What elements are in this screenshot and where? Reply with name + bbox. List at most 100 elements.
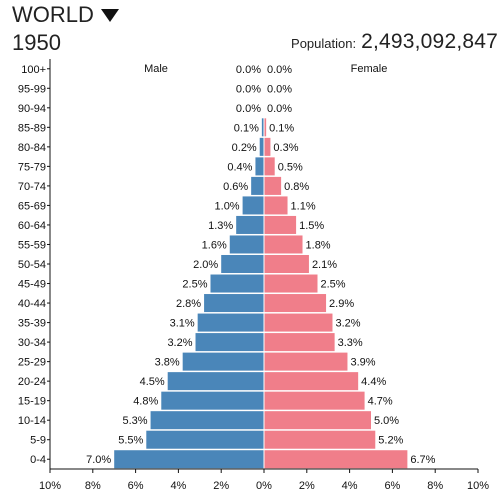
male-bar-0-4 <box>114 450 264 469</box>
male-value-label: 0.4% <box>227 161 252 173</box>
x-tick-label: 6% <box>384 480 400 492</box>
female-bar-50-54 <box>264 254 309 274</box>
x-tick-label: 8% <box>85 480 101 492</box>
male-value-label: 0.6% <box>223 181 248 193</box>
age-tick-label: 25-29 <box>18 357 46 369</box>
x-tick-label: 2% <box>299 480 315 492</box>
male-bar-5-9 <box>146 430 264 449</box>
male-value-label: 2.8% <box>176 298 201 310</box>
age-tick-label: 60-64 <box>18 220 46 232</box>
female-bar-70-74 <box>264 176 282 195</box>
male-bar-75-79 <box>255 157 264 176</box>
female-value-label: 3.2% <box>335 318 360 330</box>
male-value-label: 3.8% <box>155 357 180 369</box>
age-tick-label: 40-44 <box>18 298 46 310</box>
female-bar-15-19 <box>264 391 365 410</box>
female-bar-85-89 <box>264 118 267 137</box>
female-bar-65-69 <box>264 196 288 215</box>
male-value-label: 1.3% <box>208 220 233 232</box>
population-label: Population: <box>291 36 357 51</box>
female-value-label: 3.3% <box>338 337 363 349</box>
x-tick-label: 4% <box>342 480 358 492</box>
male-value-label: 5.5% <box>118 435 143 447</box>
x-tick-label: 10% <box>39 480 61 492</box>
female-value-label: 1.5% <box>299 220 324 232</box>
female-value-label: 3.9% <box>350 357 375 369</box>
x-tick-label: 8% <box>427 480 443 492</box>
male-value-label: 0.0% <box>236 83 261 95</box>
age-tick-label: 95-99 <box>18 83 46 95</box>
male-value-label: 0.2% <box>232 142 257 154</box>
region-selector[interactable]: WORLD <box>12 2 119 28</box>
age-tick-label: 5-9 <box>30 435 46 447</box>
female-bar-60-64 <box>264 215 297 234</box>
male-value-label: 2.0% <box>193 259 218 271</box>
male-bar-20-24 <box>167 372 264 391</box>
age-tick-label: 90-94 <box>18 103 46 115</box>
population-readout: Population: 2,493,092,847 <box>291 30 498 54</box>
female-value-label: 0.8% <box>284 181 309 193</box>
female-bar-80-84 <box>264 137 271 156</box>
male-bar-15-19 <box>161 391 264 410</box>
female-value-label: 4.7% <box>368 396 393 408</box>
female-bar-55-59 <box>264 235 303 254</box>
male-bar-40-44 <box>204 294 264 313</box>
female-series-label: Female <box>351 63 388 75</box>
age-tick-label: 15-19 <box>18 396 46 408</box>
male-bar-80-84 <box>259 137 264 156</box>
female-value-label: 0.0% <box>267 103 292 115</box>
age-tick-label: 0-4 <box>30 454 46 466</box>
male-bar-55-59 <box>229 235 264 254</box>
female-bar-40-44 <box>264 294 327 313</box>
female-bar-0-4 <box>264 450 408 469</box>
female-bar-5-9 <box>264 430 376 449</box>
triangle-down-icon[interactable] <box>100 8 119 22</box>
male-value-label: 1.6% <box>202 239 227 251</box>
male-value-label: 0.0% <box>236 64 261 76</box>
male-value-label: 1.0% <box>215 200 240 212</box>
female-bar-20-24 <box>264 372 359 391</box>
female-value-label: 5.2% <box>378 435 403 447</box>
female-value-label: 0.0% <box>267 64 292 76</box>
male-bar-30-34 <box>195 333 264 352</box>
age-tick-label: 50-54 <box>18 259 46 271</box>
age-tick-label: 100+ <box>21 64 46 76</box>
female-bar-75-79 <box>264 157 275 176</box>
female-value-label: 0.5% <box>278 161 303 173</box>
female-value-label: 2.1% <box>312 259 337 271</box>
male-series-label: Male <box>144 63 168 75</box>
x-tick-label: 0% <box>256 480 272 492</box>
region-title: WORLD <box>12 2 94 27</box>
female-value-label: 1.8% <box>306 239 331 251</box>
female-value-label: 0.0% <box>267 83 292 95</box>
age-tick-label: 45-49 <box>18 279 46 291</box>
female-bar-30-34 <box>264 333 335 352</box>
male-value-label: 2.5% <box>182 279 207 291</box>
male-value-label: 0.1% <box>234 122 259 134</box>
male-bar-70-74 <box>251 176 264 195</box>
age-tick-label: 70-74 <box>18 181 46 193</box>
age-tick-label: 35-39 <box>18 318 46 330</box>
female-value-label: 0.1% <box>269 122 294 134</box>
age-tick-label: 85-89 <box>18 122 46 134</box>
male-value-label: 3.2% <box>167 337 192 349</box>
male-value-label: 3.1% <box>170 318 195 330</box>
male-value-label: 4.8% <box>133 396 158 408</box>
female-bar-25-29 <box>264 352 348 371</box>
male-bar-85-89 <box>261 118 264 137</box>
age-tick-label: 20-24 <box>18 376 46 388</box>
female-bar-35-39 <box>264 313 333 332</box>
female-value-label: 2.5% <box>321 279 346 291</box>
male-bar-10-14 <box>150 411 264 430</box>
age-tick-label: 65-69 <box>18 200 46 212</box>
male-bar-65-69 <box>242 196 264 215</box>
age-tick-label: 55-59 <box>18 239 46 251</box>
male-value-label: 0.0% <box>236 103 261 115</box>
female-bar-10-14 <box>264 411 371 430</box>
age-tick-label: 75-79 <box>18 161 46 173</box>
male-bar-25-29 <box>182 352 264 371</box>
male-bar-35-39 <box>197 313 264 332</box>
female-value-label: 1.1% <box>291 200 316 212</box>
female-value-label: 6.7% <box>410 454 435 466</box>
age-tick-label: 10-14 <box>18 415 46 427</box>
